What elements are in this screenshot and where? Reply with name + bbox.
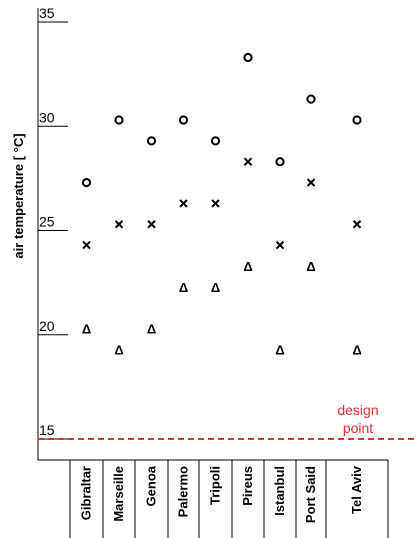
category-label: Tel Aviv: [349, 465, 364, 514]
marker-cross: [114, 220, 124, 229]
design-point-label-line1: design: [337, 402, 378, 418]
y-tick-label: 15: [39, 422, 55, 438]
category-label: Marseille: [111, 466, 126, 522]
y-tick-label: 30: [39, 109, 55, 125]
marker-cross: [211, 199, 220, 208]
y-tick-label: 35: [39, 5, 55, 21]
marker-delta: Δ: [243, 259, 252, 274]
y-tick-label: 25: [39, 214, 55, 230]
marker-delta: Δ: [114, 342, 123, 357]
y-axis: 15 20 25 30 35: [38, 5, 68, 440]
category-label: Genoa: [144, 465, 159, 506]
category-label: Tripoli: [208, 466, 223, 505]
data-markers: Δ Δ Δ Δ Δ Δ Δ Δ Δ: [81, 52, 362, 357]
marker-delta: Δ: [179, 280, 188, 295]
marker-circle: [352, 115, 362, 125]
marker-circle: [275, 157, 285, 167]
design-point-line: design point: [38, 402, 417, 440]
marker-circle: [210, 136, 221, 146]
chart-frame: [37, 8, 388, 461]
marker-cross: [147, 220, 156, 229]
marker-cross: [352, 220, 362, 229]
marker-circle: [306, 94, 316, 104]
category-label: Port Said: [303, 466, 318, 523]
marker-delta: Δ: [275, 342, 284, 357]
marker-delta: Δ: [147, 321, 156, 336]
marker-delta: Δ: [306, 259, 315, 274]
marker-delta: Δ: [352, 342, 361, 357]
category-label: Istanbul: [272, 466, 287, 516]
x-axis: Gibraltar Marseille Genoa Palermo Tripoli Pir…: [69, 460, 389, 538]
category-label: Pireus: [240, 466, 255, 506]
marker-circle: [146, 136, 157, 146]
category-label: Palermo: [176, 466, 191, 517]
category-label: Gibraltar: [79, 466, 94, 520]
marker-circle: [178, 115, 189, 125]
marker-circle: [243, 52, 253, 63]
marker-cross: [179, 199, 188, 208]
y-axis-label: air temperature [ °C]: [11, 133, 26, 258]
design-point-label-line2: point: [343, 420, 373, 436]
marker-cross: [243, 157, 253, 166]
marker-circle: [114, 115, 124, 125]
marker-cross: [306, 178, 316, 187]
y-tick-label: 20: [39, 318, 55, 334]
marker-cross: [82, 240, 91, 250]
marker-circle: [81, 177, 92, 188]
marker-delta: Δ: [82, 321, 91, 336]
marker-delta: Δ: [211, 280, 220, 295]
marker-cross: [275, 240, 285, 250]
